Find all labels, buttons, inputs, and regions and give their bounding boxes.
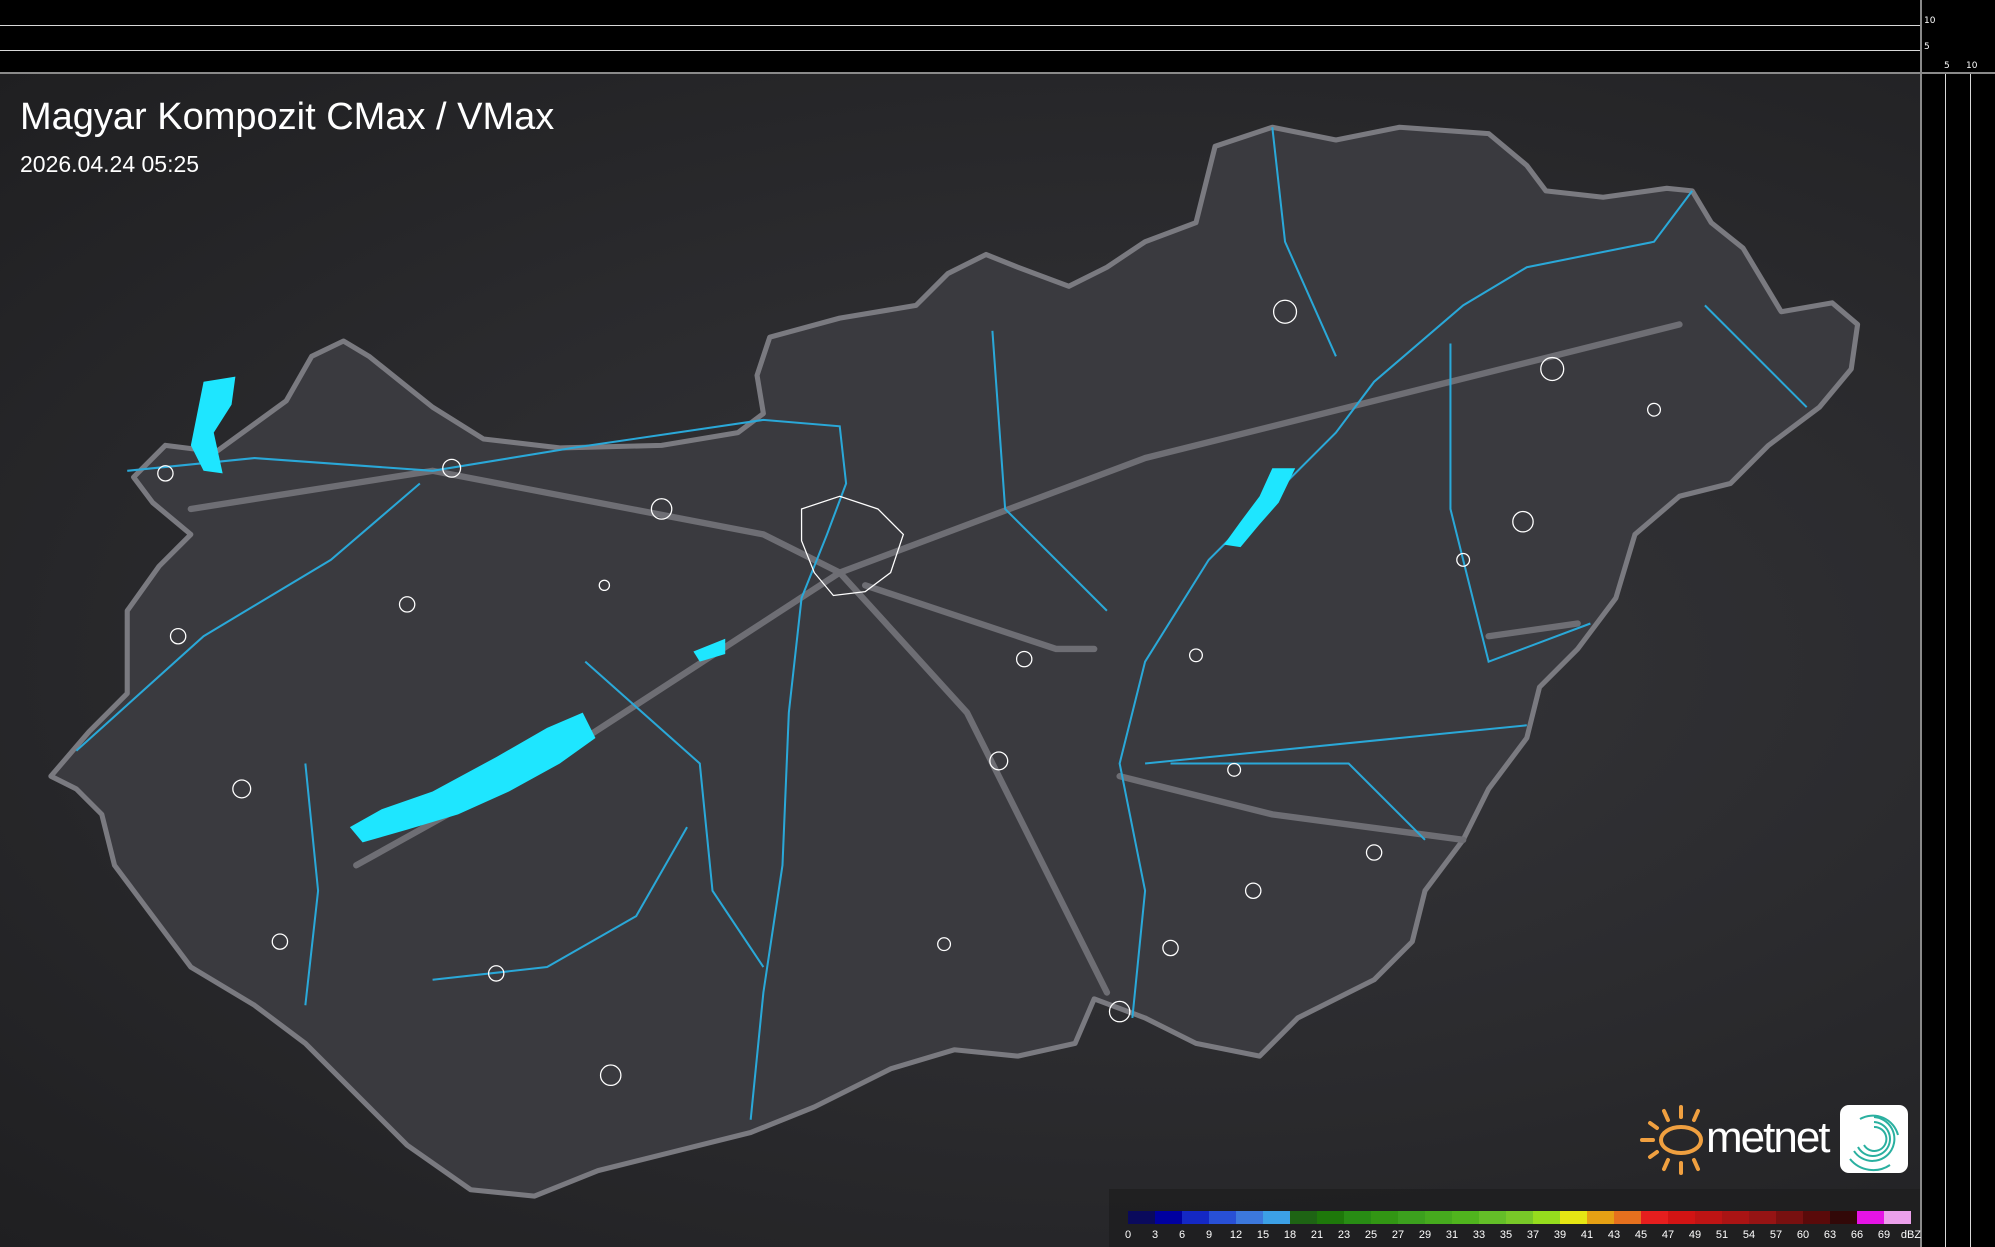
legend-swatch bbox=[1425, 1211, 1452, 1224]
legend-swatch bbox=[1371, 1211, 1398, 1224]
legend-swatch bbox=[1452, 1211, 1479, 1224]
scale-line-10 bbox=[0, 25, 1920, 26]
legend-unit: dBZ bbox=[1900, 1229, 1922, 1241]
legend-swatch bbox=[1506, 1211, 1533, 1224]
legend-swatch bbox=[1290, 1211, 1317, 1224]
map-title: Magyar Kompozit CMax / VMax bbox=[20, 96, 555, 138]
legend-label: 66 bbox=[1850, 1229, 1864, 1241]
legend-label: 39 bbox=[1553, 1229, 1567, 1241]
legend-label: 51 bbox=[1715, 1229, 1729, 1241]
legend-label: 43 bbox=[1607, 1229, 1621, 1241]
legend-swatch bbox=[1695, 1211, 1722, 1224]
legend-label: 6 bbox=[1178, 1229, 1186, 1241]
legend-swatch bbox=[1884, 1211, 1911, 1224]
legend-swatch bbox=[1776, 1211, 1803, 1224]
legend-label: 31 bbox=[1445, 1229, 1459, 1241]
legend-label: 3 bbox=[1151, 1229, 1159, 1241]
legend-swatch bbox=[1344, 1211, 1371, 1224]
lake-balaton bbox=[349, 712, 596, 843]
sun-icon bbox=[1640, 1105, 1703, 1175]
legend-label: 54 bbox=[1742, 1229, 1756, 1241]
legend-label: 41 bbox=[1580, 1229, 1594, 1241]
hungary-outline bbox=[48, 124, 1861, 1199]
scale-divider-horizontal bbox=[0, 72, 1995, 74]
lakes bbox=[190, 376, 1296, 843]
lake-tisza bbox=[1223, 468, 1296, 548]
logo-text: metnet bbox=[1706, 1113, 1831, 1162]
scale-line-v5 bbox=[1945, 74, 1946, 1247]
legend-label: 18 bbox=[1283, 1229, 1297, 1241]
legend-swatch bbox=[1128, 1211, 1155, 1224]
scale-line-5 bbox=[0, 50, 1920, 51]
legend-swatch bbox=[1209, 1211, 1236, 1224]
legend-label: 35 bbox=[1499, 1229, 1513, 1241]
swirl-icon bbox=[1840, 1105, 1908, 1173]
scale-label-h5: 5 bbox=[1944, 61, 1950, 71]
legend-swatch bbox=[1155, 1211, 1182, 1224]
legend-label: 69 bbox=[1877, 1229, 1891, 1241]
legend-label: 33 bbox=[1472, 1229, 1486, 1241]
legend-swatch bbox=[1722, 1211, 1749, 1224]
legend-label: 45 bbox=[1634, 1229, 1648, 1241]
legend-swatch bbox=[1830, 1211, 1857, 1224]
danube-river bbox=[127, 418, 848, 1120]
legend-swatch bbox=[1803, 1211, 1830, 1224]
lake-velence bbox=[693, 638, 726, 662]
legend-swatch bbox=[1857, 1211, 1884, 1224]
legend-swatch bbox=[1587, 1211, 1614, 1224]
legend-swatch bbox=[1641, 1211, 1668, 1224]
metnet-logo: metnet bbox=[1636, 1103, 1916, 1177]
legend-color-bar bbox=[1128, 1211, 1911, 1224]
legend-label: 21 bbox=[1310, 1229, 1324, 1241]
lake-neusiedl bbox=[190, 376, 236, 474]
legend-label: 15 bbox=[1256, 1229, 1270, 1241]
legend-swatch bbox=[1236, 1211, 1263, 1224]
city-outlines bbox=[157, 299, 1662, 1087]
legend-swatch bbox=[1263, 1211, 1290, 1224]
map-datetime: 2026.04.24 05:25 bbox=[20, 151, 200, 177]
scale-label-5: 5 bbox=[1924, 42, 1930, 52]
legend-label: 63 bbox=[1823, 1229, 1837, 1241]
scale-label-h10: 10 bbox=[1966, 61, 1978, 71]
legend-swatch bbox=[1398, 1211, 1425, 1224]
rivers bbox=[75, 127, 1808, 1120]
budapest-outline bbox=[800, 495, 905, 597]
legend-swatch bbox=[1182, 1211, 1209, 1224]
legend-swatch bbox=[1533, 1211, 1560, 1224]
legend-swatch bbox=[1668, 1211, 1695, 1224]
legend-label: 29 bbox=[1418, 1229, 1432, 1241]
legend-label: 25 bbox=[1364, 1229, 1378, 1241]
legend-label: 49 bbox=[1688, 1229, 1702, 1241]
legend-swatch bbox=[1317, 1211, 1344, 1224]
legend-label: 12 bbox=[1229, 1229, 1243, 1241]
legend-label: 57 bbox=[1769, 1229, 1783, 1241]
scale-divider-vertical bbox=[1920, 0, 1922, 1247]
legend-label: 9 bbox=[1205, 1229, 1213, 1241]
legend-swatch bbox=[1749, 1211, 1776, 1224]
dbz-color-legend: 0 3 6 9 12 15 18 21 23 25 27 29 31 33 35 37 39 41 43 45 47 49… bbox=[1109, 1189, 1922, 1247]
tisza-river bbox=[1118, 190, 1694, 1019]
legend-swatch bbox=[1479, 1211, 1506, 1224]
legend-labels: 0 3 6 9 12 15 18 21 23 25 27 29 31 33 35 37 39 41 43 45 47 49… bbox=[1109, 1229, 1922, 1243]
top-scale-band bbox=[0, 0, 1920, 73]
legend-label: 37 bbox=[1526, 1229, 1540, 1241]
legend-label: 27 bbox=[1391, 1229, 1405, 1241]
legend-swatch bbox=[1560, 1211, 1587, 1224]
legend-label: 47 bbox=[1661, 1229, 1675, 1241]
legend-label: 0 bbox=[1124, 1229, 1132, 1241]
legend-label: 60 bbox=[1796, 1229, 1810, 1241]
scale-line-v10 bbox=[1970, 74, 1971, 1247]
legend-label: 23 bbox=[1337, 1229, 1351, 1241]
legend-swatch bbox=[1614, 1211, 1641, 1224]
scale-label-10: 10 bbox=[1924, 16, 1936, 26]
